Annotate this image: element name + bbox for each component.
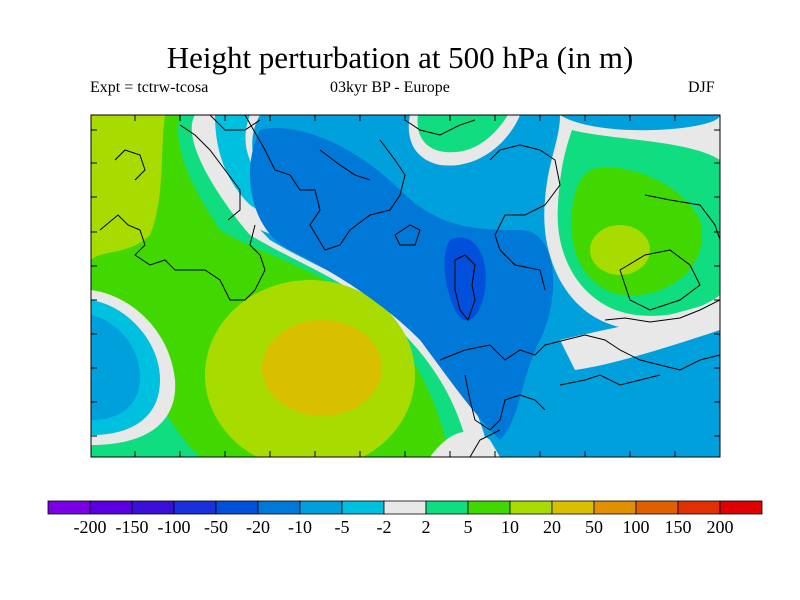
colorbar-swatch — [467, 500, 511, 515]
colorbar-tick-label: 150 — [664, 517, 692, 537]
colorbar-tick-label: 5 — [463, 517, 473, 537]
colorbar-swatch — [47, 500, 91, 515]
colorbar-swatch — [425, 500, 469, 515]
colorbar-swatch — [131, 500, 175, 515]
colorbar-tick-label: -100 — [157, 517, 191, 537]
coastlines — [99, 115, 720, 457]
colorbar-swatch — [635, 500, 679, 515]
season-label: DJF — [688, 79, 715, 96]
colorbar-tick-label: 20 — [543, 517, 561, 537]
period-region-label: 03kyr BP - Europe — [330, 79, 450, 96]
colorbar-tick-label: -200 — [73, 517, 107, 537]
colorbar-tick-label: -150 — [115, 517, 149, 537]
colorbar-swatch — [677, 500, 721, 515]
map-title: Height perturbation at 500 hPa (in m) — [166, 40, 634, 75]
colorbar-tick-label: 50 — [585, 517, 603, 537]
colorbar-swatch — [341, 500, 385, 515]
colorbar-tick-label: 100 — [622, 517, 650, 537]
colorbar-tick-label: -2 — [376, 517, 392, 537]
colorbar-swatch — [173, 500, 217, 515]
map-field — [91, 115, 720, 457]
colorbar-swatch — [383, 500, 427, 515]
colorbar-swatch — [215, 500, 259, 515]
colorbar-tick-label: 200 — [706, 517, 734, 537]
colorbar-swatch — [89, 500, 133, 515]
colorbar-tick-label: 10 — [501, 517, 519, 537]
colorbar — [47, 500, 763, 515]
colorbar-swatch — [593, 500, 637, 515]
colorbar-tick-label: -10 — [288, 517, 312, 537]
map-ticks — [91, 115, 720, 457]
colorbar-swatch — [719, 500, 763, 515]
colorbar-swatch — [299, 500, 343, 515]
colorbar-tick-label: -20 — [246, 517, 270, 537]
colorbar-swatch — [551, 500, 595, 515]
colorbar-swatch — [257, 500, 301, 515]
colorbar-tick-label: 2 — [421, 517, 431, 537]
experiment-label: Expt = tctrw-tcosa — [90, 79, 209, 96]
colorbar-tick-label: -50 — [204, 517, 228, 537]
colorbar-swatch — [509, 500, 553, 515]
colorbar-tick-label: -5 — [334, 517, 350, 537]
